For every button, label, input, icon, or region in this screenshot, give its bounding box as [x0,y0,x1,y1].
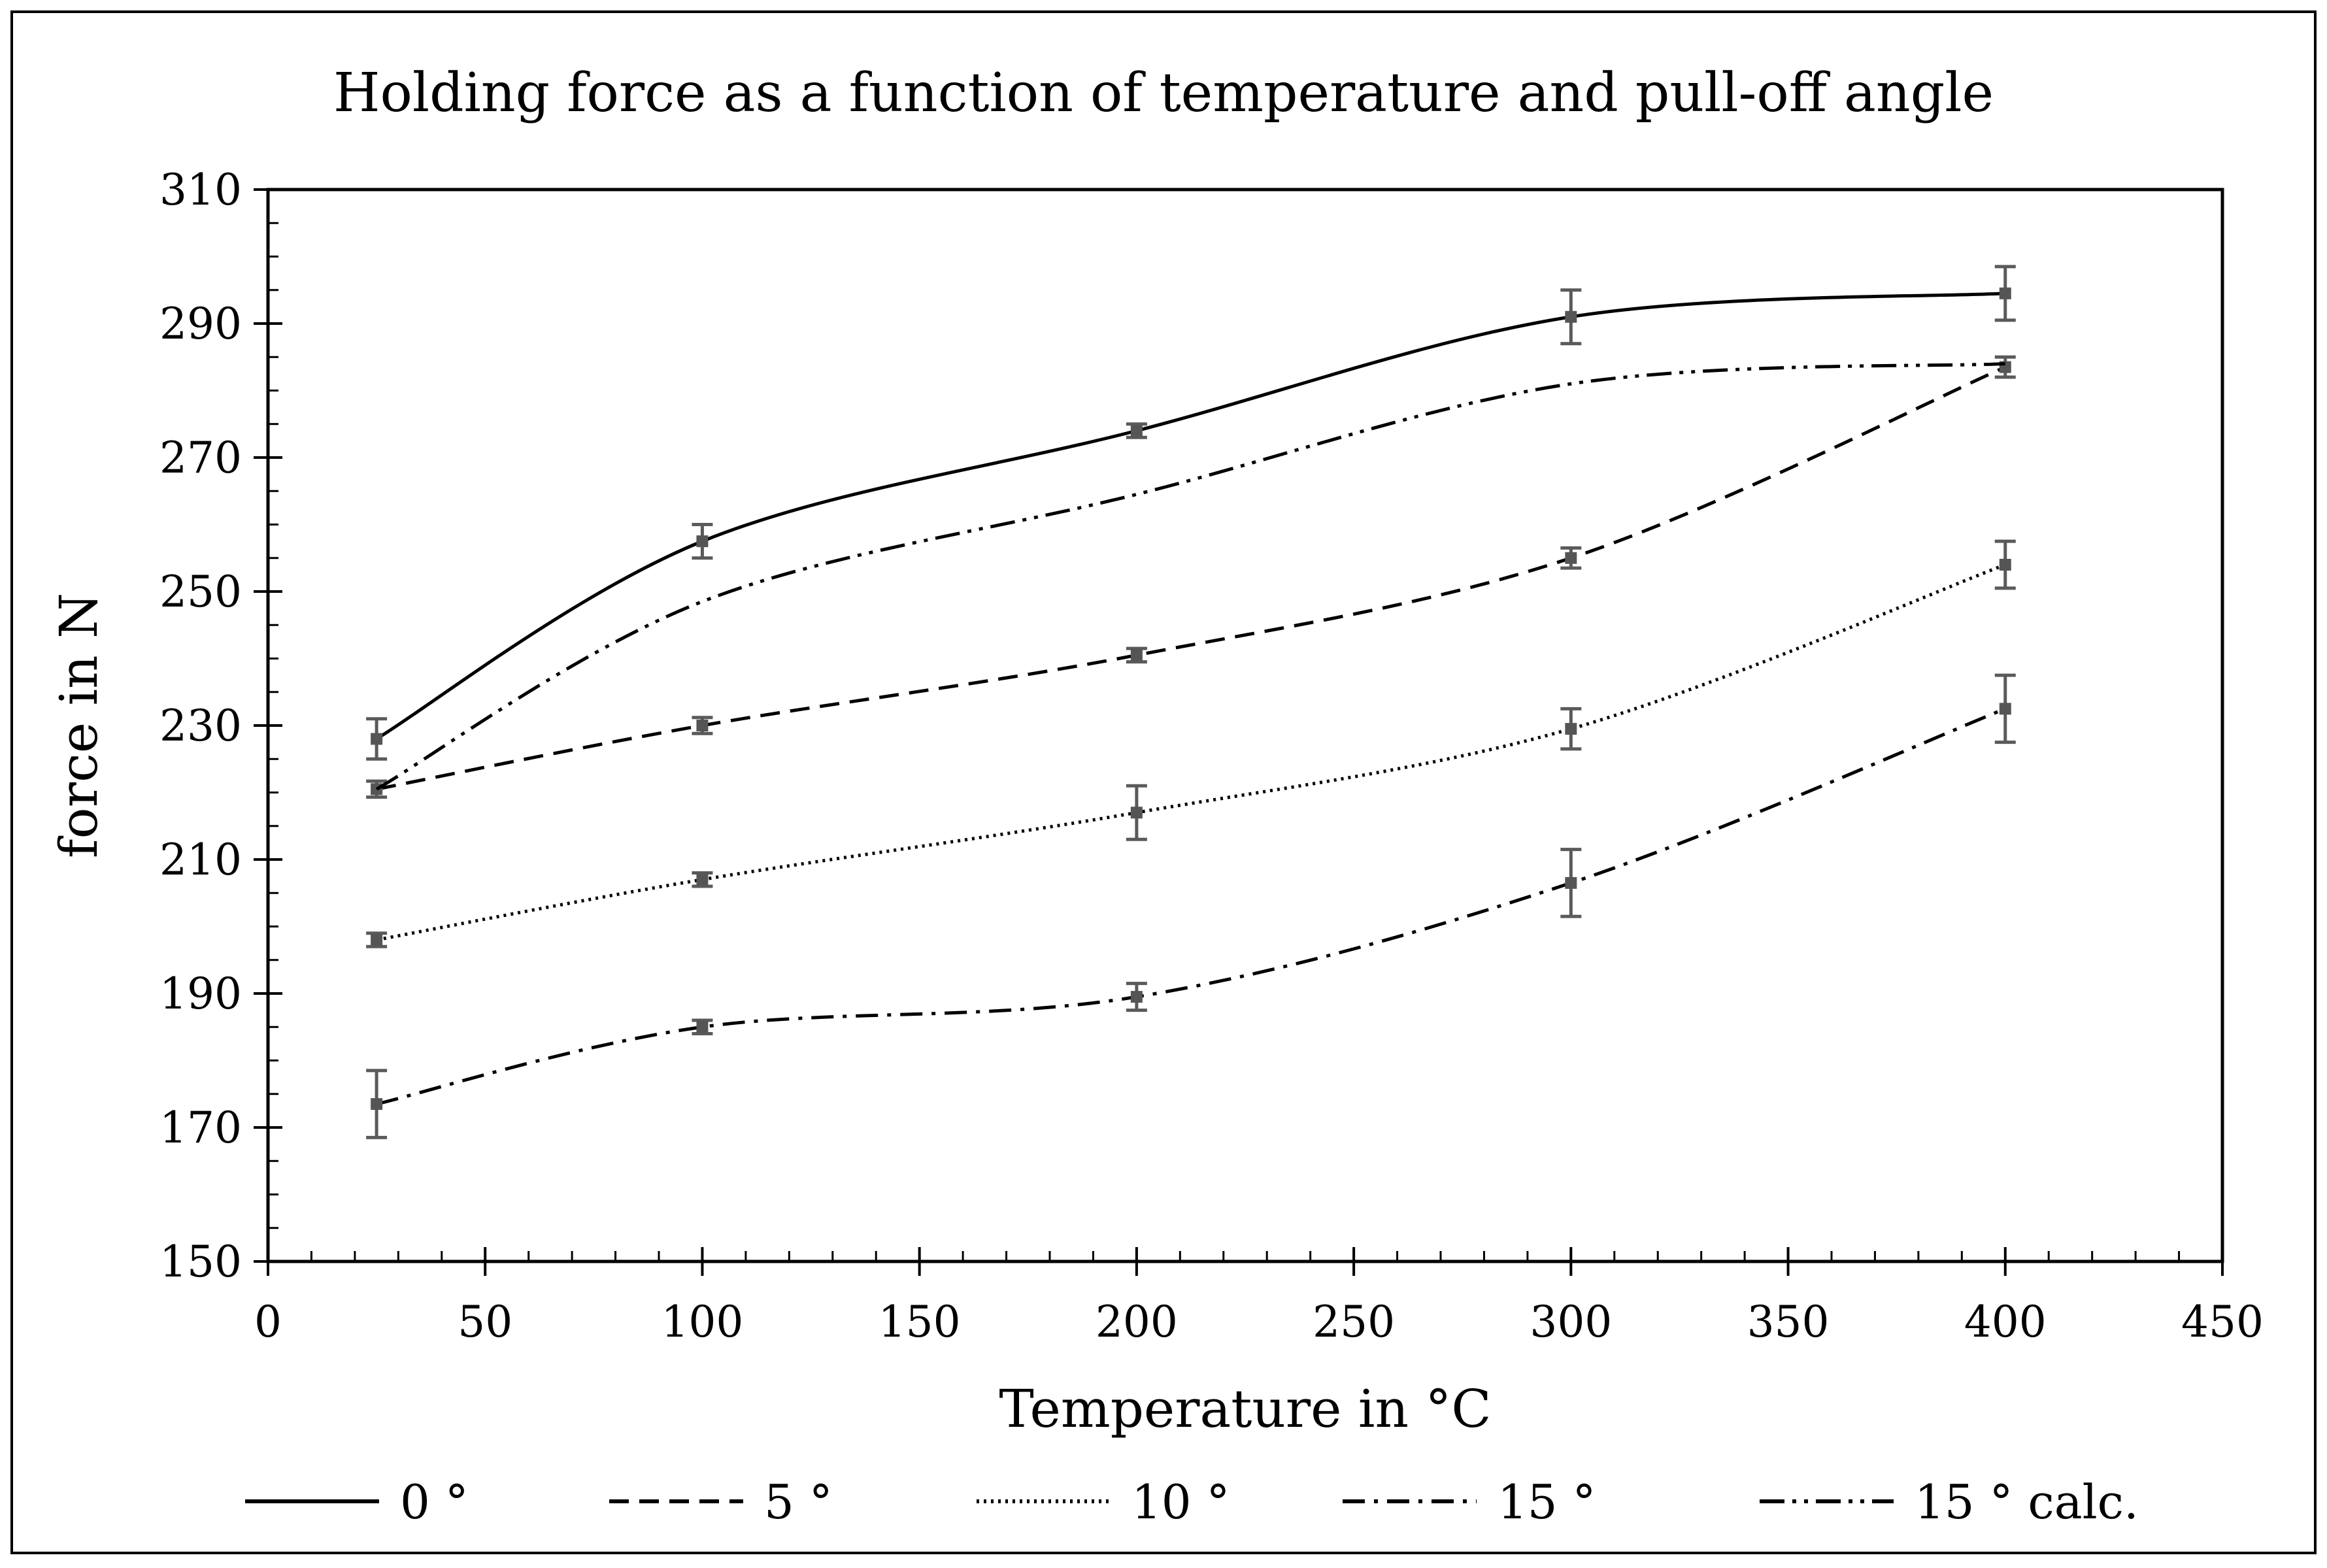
outer-frame [10,10,2317,1554]
data-point [371,1098,383,1110]
y-tick-label: 290 [159,299,242,349]
data-point [1130,991,1143,1003]
data-point [696,1021,709,1033]
legend-label: 5 ° [764,1475,833,1529]
data-point [371,733,383,745]
legend-item-0: 0 ° [245,1475,469,1529]
legend-item-4: 15 ° calc. [1760,1475,2139,1529]
data-point [1565,876,1577,889]
series-layer [366,265,2016,1139]
data-point [1565,723,1577,735]
y-tick-label: 150 [159,1237,242,1287]
series-line [376,563,2006,942]
data-point [1565,552,1577,564]
data-point [696,535,709,548]
series-3 [366,673,2016,1139]
data-point [1565,310,1577,323]
minor-ticks [268,222,2181,1261]
data-point [696,873,709,886]
data-point [1999,287,2011,299]
legend-item-3: 15 ° [1343,1475,1596,1529]
legend-label: 10 ° [1131,1475,1230,1529]
y-tick-label: 310 [159,165,242,215]
x-tick-label: 200 [1096,1297,1178,1347]
legend: 0 ° 5 ° 10 ° 15 ° 15 ° calc. [245,1475,2139,1529]
y-tick-label: 270 [159,433,242,483]
y-tick-label: 170 [159,1103,242,1153]
series-line [376,707,2006,1106]
series-1 [366,355,2016,799]
data-point [696,720,709,731]
legend-item-1: 5 ° [609,1475,833,1529]
data-point [371,934,383,946]
y-tick-label: 210 [159,835,242,885]
chart-title: Holding force as a function of temperatu… [333,62,1994,124]
x-tick-label: 150 [879,1297,961,1347]
data-point [1130,649,1143,661]
x-tick-label: 400 [1964,1297,2047,1347]
x-axis-ticks: 0 50 100 150 200 250 300 350 400 450 [254,1247,2264,1347]
x-tick-label: 50 [458,1297,512,1347]
x-tick-label: 0 [254,1297,282,1347]
legend-label: 15 ° [1498,1475,1596,1529]
y-tick-label: 250 [159,567,242,617]
series-line [375,362,2005,791]
legend-label: 15 ° calc. [1915,1475,2139,1529]
data-point [1130,425,1143,437]
series-4 [375,362,2005,791]
data-point [1999,559,2011,571]
x-axis-label: Temperature in °C [999,1378,1491,1439]
x-tick-label: 100 [661,1297,743,1347]
series-line [376,365,2006,791]
y-tick-label: 230 [159,701,242,751]
legend-item-2: 10 ° [977,1475,1230,1529]
series-0 [366,265,2016,761]
x-tick-label: 450 [2181,1297,2264,1347]
x-tick-label: 300 [1530,1297,1612,1347]
x-tick-label: 350 [1747,1297,1830,1347]
y-axis-label: force in N [48,593,109,858]
series-2 [366,539,2016,948]
legend-label: 0 ° [400,1475,469,1529]
x-tick-label: 250 [1313,1297,1395,1347]
data-point [1999,703,2011,715]
y-axis-ticks: 150 170 190 210 230 250 270 290 310 [159,165,282,1287]
y-tick-label: 190 [159,969,242,1019]
data-point [1130,807,1143,819]
